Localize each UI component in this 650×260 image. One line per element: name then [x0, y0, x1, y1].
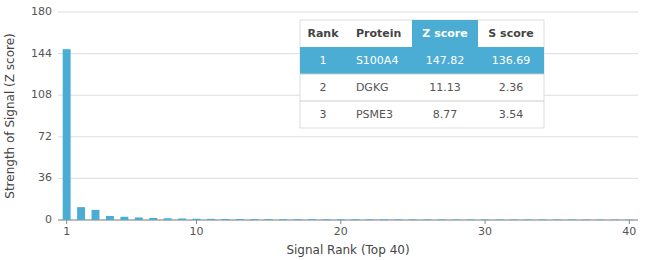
y-tick-label: 108: [31, 88, 52, 101]
x-tick: [196, 220, 197, 224]
table-cell: 147.82: [426, 54, 465, 67]
table-header: Protein: [356, 27, 401, 40]
table-cell: S100A4: [356, 54, 399, 67]
x-axis-line: [58, 220, 638, 221]
bar: [496, 219, 504, 220]
x-tick: [340, 220, 341, 224]
x-tick-label: 30: [478, 225, 492, 238]
bar: [77, 207, 85, 220]
x-axis-label: Signal Rank (Top 40): [286, 243, 409, 257]
bar: [351, 219, 359, 220]
bar: [380, 219, 388, 220]
bar: [236, 219, 244, 220]
table-separator: [300, 101, 544, 102]
bar: [568, 219, 576, 220]
table-cell: DGKG: [356, 81, 389, 94]
y-tick-label: 72: [38, 130, 52, 143]
table: Rank Protein Z score S score 1 S100A4 147.82 13…: [300, 20, 544, 128]
table-cell: 3: [320, 108, 327, 121]
bar: [366, 219, 374, 220]
x-tick-label: 40: [622, 225, 636, 238]
bar: [149, 218, 157, 220]
table-cell: PSME3: [356, 108, 393, 121]
bar: [625, 219, 633, 220]
bar: [611, 219, 619, 220]
bar: [250, 219, 258, 220]
y-tick-label: 36: [38, 171, 52, 184]
x-tick: [629, 220, 630, 224]
y-tick-label: 180: [31, 5, 52, 18]
bar: [438, 219, 446, 220]
bar: [510, 219, 518, 220]
table-cell: 2: [320, 81, 327, 94]
x-tick-label: 10: [190, 225, 204, 238]
x-tick-label: 1: [63, 225, 70, 238]
bar: [106, 216, 114, 220]
table-background: [300, 20, 544, 128]
bar: [279, 219, 287, 220]
y-axis-label: Strength of Signal (Z score): [3, 33, 17, 198]
bar: [539, 219, 547, 220]
bar: [409, 219, 417, 220]
bar: [423, 219, 431, 220]
bar: [221, 219, 229, 220]
bar: [322, 219, 330, 220]
x-tick-label: 20: [334, 225, 348, 238]
bar: [452, 219, 460, 220]
bar: [92, 210, 100, 220]
bar: [582, 219, 590, 220]
bar: [120, 217, 128, 220]
table-cell-highlight: [300, 47, 346, 74]
chart: 0 36 72 108 144 180 1 10 20 30 40 Signal Rank (Top …: [0, 0, 650, 260]
table-separator: [300, 74, 544, 75]
bar: [193, 219, 201, 220]
table-cell: 136.69: [492, 54, 531, 67]
bar: [395, 219, 403, 220]
table-header: Rank: [307, 27, 339, 40]
y-tick-label: 144: [31, 47, 52, 60]
bar: [308, 219, 316, 220]
table-cell: 3.54: [499, 108, 524, 121]
bar: [524, 219, 532, 220]
table-cell-highlight: [346, 47, 412, 74]
bar: [481, 219, 489, 220]
table-header: S score: [488, 27, 533, 40]
bar: [207, 219, 215, 220]
grid-line: [58, 220, 638, 221]
table-cell: 8.77: [433, 108, 458, 121]
bar: [135, 217, 143, 220]
grid-line: [58, 178, 638, 179]
table-cell-highlight: [478, 47, 544, 74]
table-cell-highlight: [412, 20, 478, 47]
bar: [337, 219, 345, 220]
y-tick-label: 0: [45, 213, 52, 226]
bar: [553, 219, 561, 220]
grid-line: [58, 136, 638, 137]
table-cell: 2.36: [499, 81, 524, 94]
table-cell-highlight: [412, 47, 478, 74]
bar: [178, 218, 186, 220]
table-header: Z score: [422, 27, 467, 40]
bar: [597, 219, 605, 220]
x-tick: [66, 220, 67, 224]
grid: [58, 12, 638, 220]
table-cell: 1: [320, 54, 327, 67]
bar: [467, 219, 475, 220]
grid-line: [58, 12, 638, 13]
table-cell: 11.13: [429, 81, 461, 94]
x-tick: [485, 220, 486, 224]
bar: [265, 219, 273, 220]
bar: [63, 49, 71, 220]
bar: [164, 218, 172, 220]
bar: [294, 219, 302, 220]
